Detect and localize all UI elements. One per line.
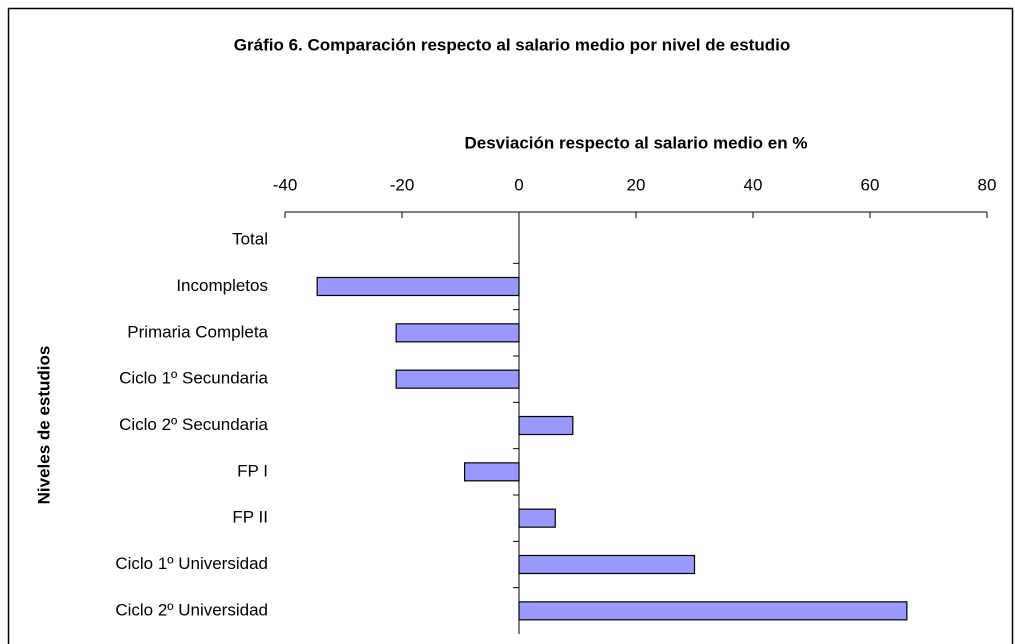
bar	[518, 554, 696, 575]
x-tick-label: 40	[744, 175, 763, 194]
x-tick-label: 0	[514, 175, 523, 194]
y-tick-label: Incompletos	[176, 276, 268, 295]
bar	[463, 462, 520, 482]
y-tick-label: Ciclo 1º Universidad	[115, 554, 268, 573]
x-tick-label: -40	[273, 175, 298, 194]
y-tick-label: Primaria Completa	[127, 322, 268, 341]
chart-title: Gráfio 6. Comparación respecto al salari…	[234, 35, 790, 54]
y-tick-label: FP I	[237, 461, 268, 480]
x-tick-label: 80	[978, 175, 997, 194]
bar	[395, 369, 520, 389]
y-axis-title: Niveles de estudios	[34, 346, 53, 505]
y-tick-label: FP II	[232, 508, 268, 527]
bar	[518, 508, 556, 528]
bar	[518, 415, 574, 436]
x-tick-label: 20	[627, 175, 646, 194]
bar	[518, 601, 908, 621]
x-tick-label: 60	[861, 175, 880, 194]
y-tick-label: Ciclo 2º Universidad	[115, 600, 268, 619]
x-axis-title: Desviación respecto al salario medio en …	[465, 133, 808, 152]
bar	[395, 323, 520, 343]
y-tick-label: Ciclo 2º Secundaria	[119, 415, 268, 434]
y-tick-label: Ciclo 1º Secundaria	[119, 369, 268, 388]
x-tick-label: -20	[390, 175, 415, 194]
bar	[316, 276, 520, 297]
y-tick-label: Total	[232, 230, 268, 249]
